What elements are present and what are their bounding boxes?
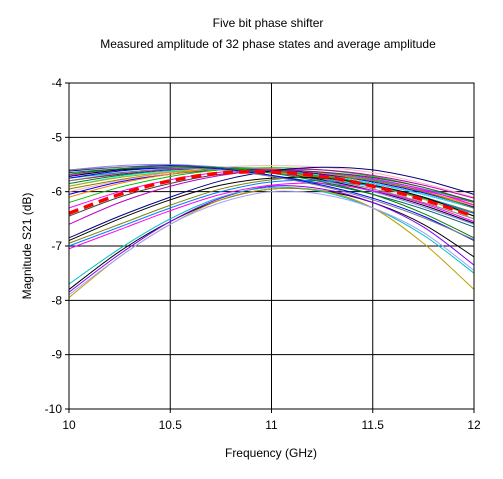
chart-title: Five bit phase shifter: [213, 16, 324, 30]
y-tick-label: -10: [45, 402, 63, 416]
series-line-19: [68, 168, 475, 225]
y-tick-label: -5: [51, 130, 62, 144]
x-tick-label: 11.5: [362, 418, 385, 432]
series-line-24: [68, 182, 475, 250]
y-tick-label: -9: [51, 348, 62, 362]
series-line-26: [68, 185, 475, 293]
y-tick-labels: -4 -5 -6 -7 -8 -9 -10: [45, 76, 63, 416]
x-axis-label: Frequency (GHz): [225, 446, 317, 460]
series-line-27: [68, 186, 475, 285]
x-tick-label: 12: [467, 418, 481, 432]
chart-subtitle: Measured amplitude of 32 phase states an…: [100, 37, 436, 51]
series-layer: [68, 163, 475, 299]
x-tick-label: 10.5: [159, 418, 183, 432]
y-tick-label: -6: [51, 185, 62, 199]
y-tick-label: -8: [51, 293, 62, 307]
plot-border: [68, 82, 475, 410]
y-tick-label: -4: [51, 76, 62, 90]
x-tick-label: 10: [62, 418, 76, 432]
series-line-average: [68, 170, 475, 218]
series-line-29: [68, 190, 475, 296]
series-line-23: [68, 176, 475, 242]
series-line-21: [68, 175, 475, 244]
series-line-8: [68, 165, 475, 198]
y-tick-label: -7: [51, 239, 62, 253]
x-tick-labels: 10 10.5 11 11.5 12: [62, 418, 481, 432]
x-tick-label: 11: [265, 418, 278, 432]
series-line-32: [68, 166, 475, 240]
y-axis-label: Magnitude S21 (dB): [20, 193, 34, 300]
series-line-31: [68, 167, 475, 242]
